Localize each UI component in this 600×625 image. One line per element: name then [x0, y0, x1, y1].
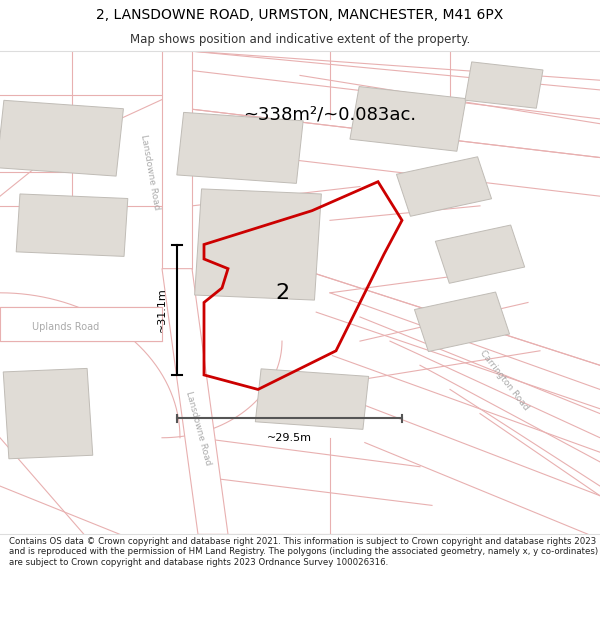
Text: Map shows position and indicative extent of the property.: Map shows position and indicative extent…	[130, 34, 470, 46]
Polygon shape	[16, 194, 128, 256]
Text: ~29.5m: ~29.5m	[267, 433, 312, 443]
Text: Contains OS data © Crown copyright and database right 2021. This information is : Contains OS data © Crown copyright and d…	[9, 537, 598, 567]
Text: 2: 2	[275, 282, 289, 302]
Polygon shape	[0, 100, 124, 176]
Polygon shape	[162, 51, 192, 269]
Text: Lansdowne Road: Lansdowne Road	[184, 390, 212, 466]
Text: ~338m²/~0.083ac.: ~338m²/~0.083ac.	[244, 105, 416, 123]
Polygon shape	[0, 308, 162, 341]
Text: Carrington Road: Carrington Road	[478, 348, 530, 411]
Polygon shape	[465, 62, 543, 108]
Polygon shape	[436, 225, 524, 283]
Text: ~31.1m: ~31.1m	[157, 288, 167, 332]
Text: Uplands Road: Uplands Road	[32, 322, 100, 332]
Polygon shape	[162, 269, 228, 534]
Polygon shape	[3, 368, 93, 459]
Polygon shape	[415, 292, 509, 351]
Polygon shape	[350, 86, 466, 151]
Text: 2, LANSDOWNE ROAD, URMSTON, MANCHESTER, M41 6PX: 2, LANSDOWNE ROAD, URMSTON, MANCHESTER, …	[97, 8, 503, 22]
Polygon shape	[397, 157, 491, 216]
Polygon shape	[177, 112, 303, 183]
Polygon shape	[256, 369, 368, 429]
Text: Lansdowne Road: Lansdowne Road	[139, 134, 161, 211]
Polygon shape	[194, 189, 322, 300]
